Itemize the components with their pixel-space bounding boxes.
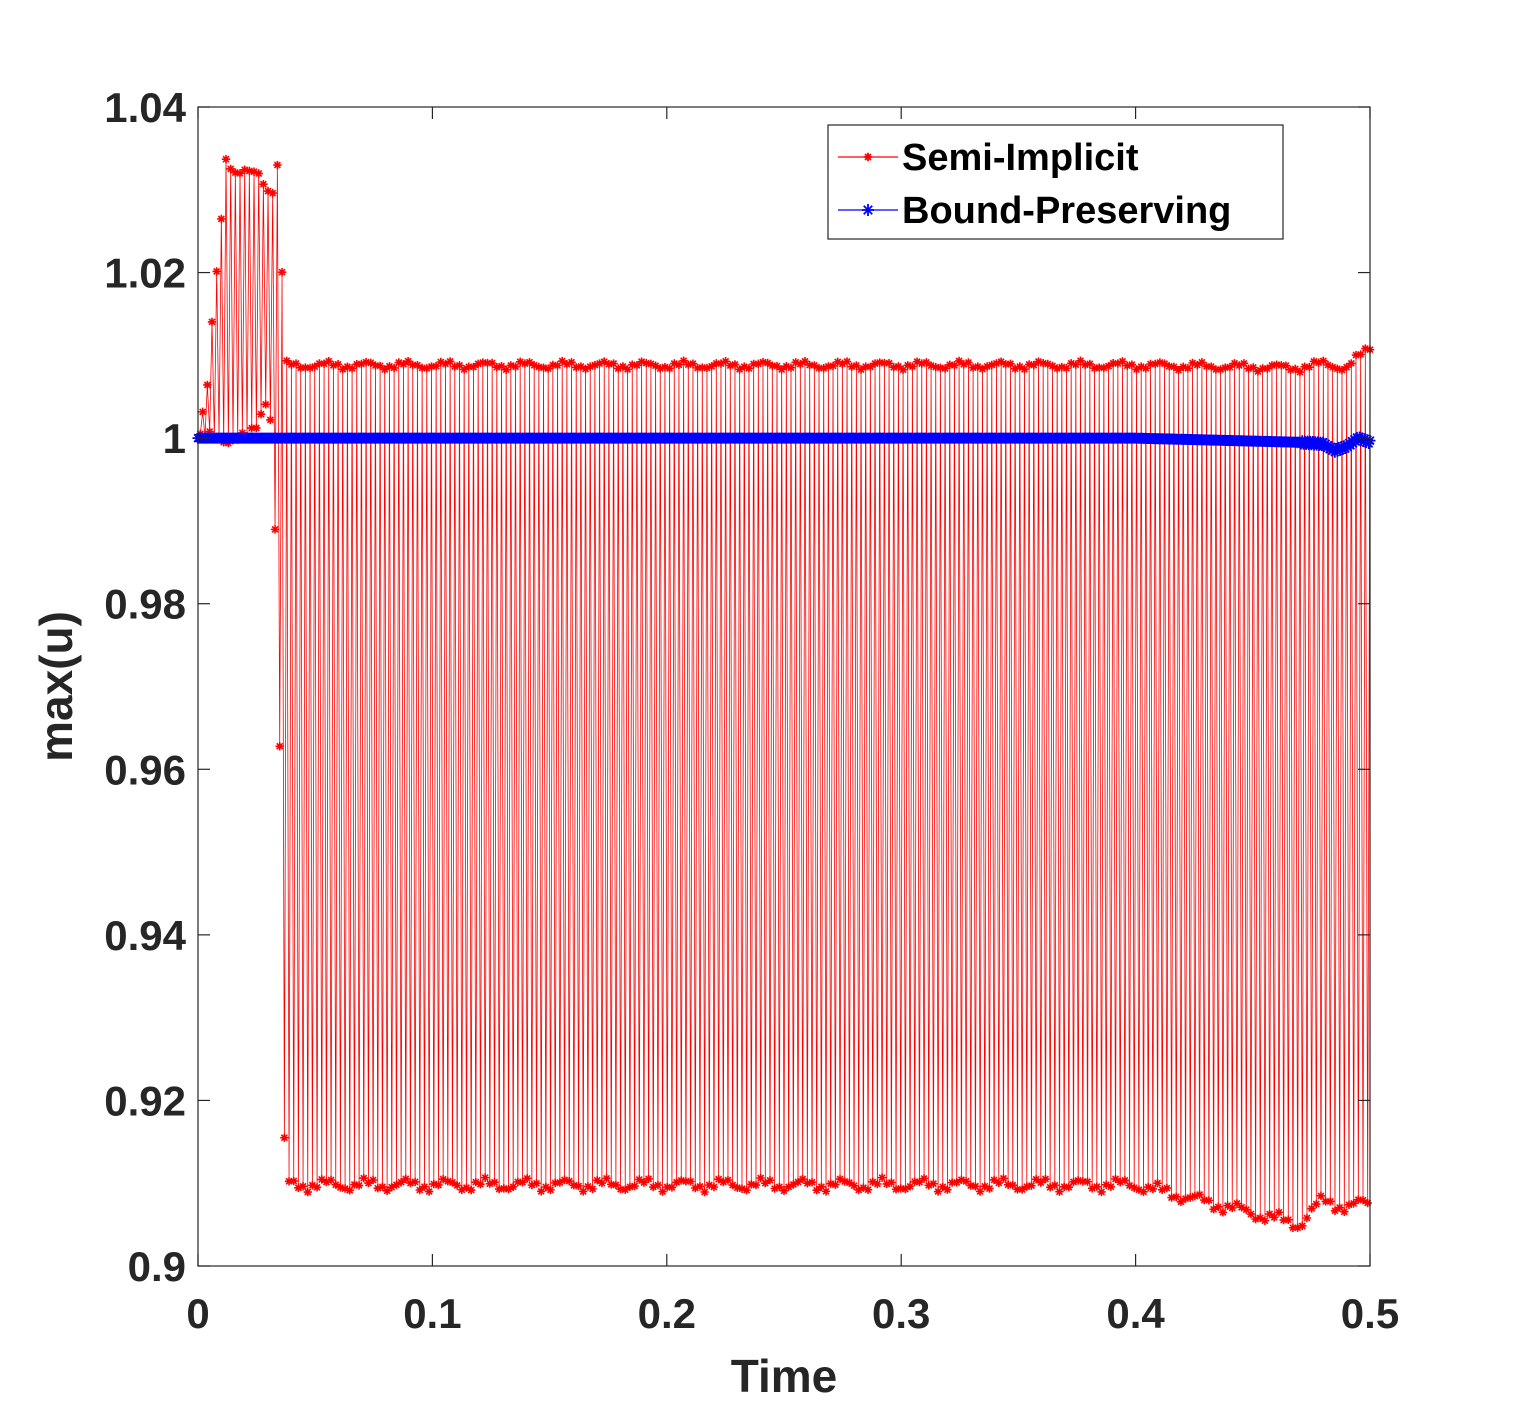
- y-axis-ticks: 0.9 0.92 0.94 0.96 0.98 1 1.02 1.04: [104, 84, 1370, 1290]
- legend-marker-glyph: [862, 204, 874, 216]
- y-tick-label: 0.92: [104, 1077, 186, 1124]
- x-tick-label: 0.2: [638, 1290, 696, 1337]
- y-tick-label: 1: [163, 415, 186, 462]
- legend: Semi-Implicit Bound-Preserving: [827, 124, 1284, 240]
- y-axis-label: max(u): [30, 611, 82, 762]
- y-tick-label: 1.02: [104, 250, 186, 297]
- legend-marker-glyph: [863, 152, 873, 162]
- plot-frame: [197, 106, 1371, 1267]
- x-axis-label: Time: [731, 1350, 838, 1402]
- x-tick-label: 0.3: [872, 1290, 930, 1337]
- y-tick-label: 1.04: [104, 84, 186, 131]
- legend-label-bound-preserving: Bound-Preserving: [902, 190, 1231, 232]
- legend-box: [827, 124, 1284, 240]
- x-tick-label: 0.1: [403, 1290, 461, 1337]
- plot-area: [192, 106, 1376, 1267]
- y-tick-label: 0.94: [104, 912, 186, 959]
- x-tick-label: 0: [186, 1290, 209, 1337]
- y-tick-label: 0.98: [104, 581, 186, 628]
- x-tick-label: 0.5: [1341, 1290, 1399, 1337]
- legend-marker-bound-preserving: [862, 204, 874, 216]
- x-tick-label: 0.4: [1106, 1290, 1165, 1337]
- x-axis-ticks: 0 0.1 0.2 0.3 0.4 0.5: [186, 107, 1399, 1337]
- y-tick-label: 0.9: [128, 1243, 186, 1290]
- series-bound-preserving: [192, 431, 1376, 458]
- legend-marker-semi-implicit: [863, 152, 873, 162]
- legend-label-semi-implicit: Semi-Implicit: [902, 137, 1139, 179]
- y-tick-label: 0.96: [104, 746, 186, 793]
